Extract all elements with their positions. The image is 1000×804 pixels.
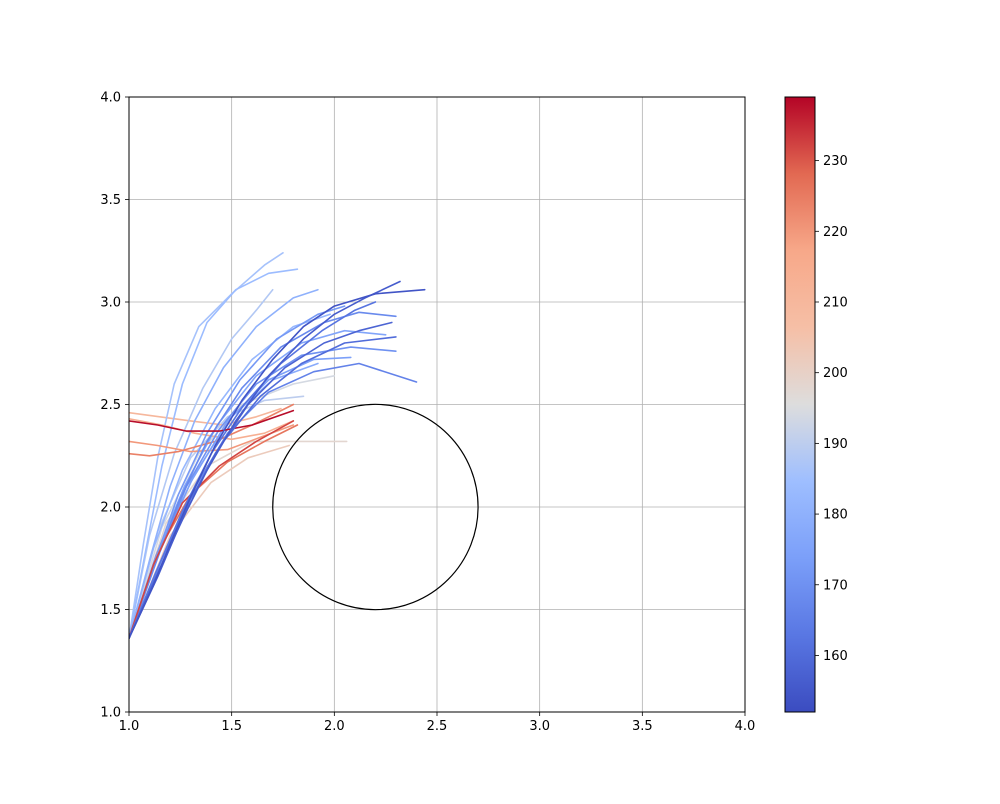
colorbar [784, 96, 816, 713]
x-tick-label: 1.0 [119, 719, 140, 734]
obstacle-circle [272, 403, 479, 611]
trajectory-line [129, 356, 352, 639]
y-tick-label: 2.5 [100, 398, 121, 413]
trajectory-line [129, 440, 348, 639]
y-tick-label: 3.0 [100, 296, 121, 311]
x-tick-label: 3.5 [632, 719, 653, 734]
trajectory-line [129, 329, 387, 639]
colorbar-tick-label: 190 [823, 437, 848, 452]
y-tick-label: 4.0 [100, 91, 121, 106]
trajectory-line [129, 418, 295, 441]
x-tick-label: 2.0 [324, 719, 345, 734]
trajectory-line [129, 252, 284, 639]
y-tick-label: 1.0 [100, 706, 121, 721]
colorbar-tick-label: 230 [823, 154, 848, 169]
colorbar-tick-label: 160 [823, 649, 848, 664]
y-tick-label: 1.5 [100, 603, 121, 618]
y-tick-label: 2.0 [100, 501, 121, 516]
colorbar-tick-label: 200 [823, 366, 848, 381]
trajectory-line [129, 280, 401, 639]
trajectory-line [129, 321, 393, 639]
trajectory-line [129, 288, 274, 639]
colorbar-ticks: 160 170 180 190 200 210 220 230 [815, 154, 848, 664]
trajectory-line [129, 409, 295, 432]
trajectory-line [129, 311, 397, 639]
x-tick-label: 2.5 [427, 719, 448, 734]
grid-lines [128, 96, 746, 713]
trajectory-line [129, 305, 346, 639]
x-axis-ticks: 1.0 1.5 2.0 2.5 3.0 3.5 4.0 [119, 712, 756, 734]
colorbar-tick-label: 180 [823, 508, 848, 523]
colorbar-tick-label: 170 [823, 578, 848, 593]
trajectory-line [129, 268, 299, 639]
y-axis-ticks: 1.0 1.5 2.0 2.5 3.0 3.5 4.0 [100, 91, 129, 721]
trajectory-line [129, 301, 377, 639]
trajectory-line [129, 420, 295, 639]
x-tick-label: 4.0 [735, 719, 756, 734]
colorbar-tick-label: 210 [823, 296, 848, 311]
trajectory-series [129, 252, 426, 639]
y-tick-label: 3.5 [100, 193, 121, 208]
x-tick-label: 1.5 [221, 719, 242, 734]
x-tick-label: 3.0 [529, 719, 550, 734]
trajectory-line [129, 403, 295, 457]
colorbar-tick-label: 220 [823, 225, 848, 240]
trajectory-line [129, 288, 426, 639]
trajectory-line [129, 375, 336, 639]
trajectory-line [129, 288, 319, 639]
